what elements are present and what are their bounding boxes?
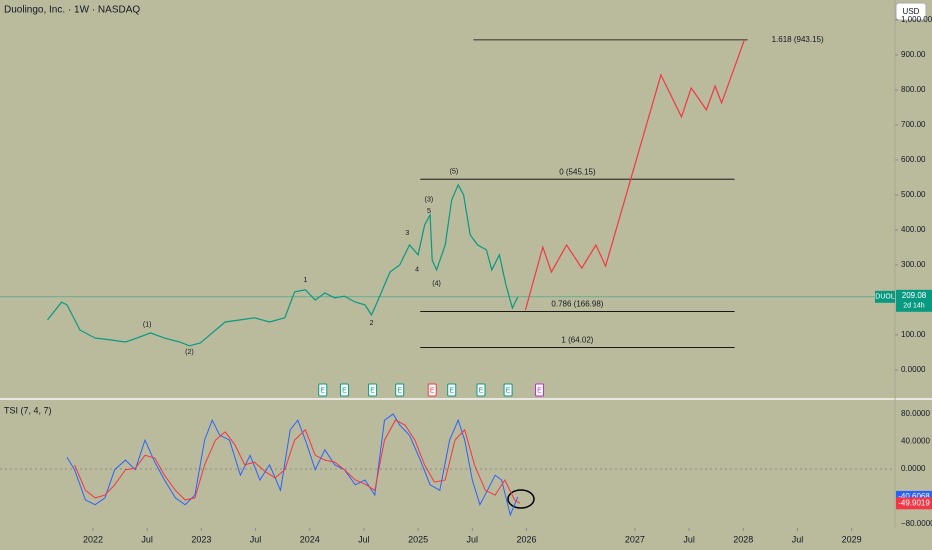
x-tick-label: Jul [141, 534, 153, 544]
symbol-title: Duolingo, Inc. · 1W · NASDAQ [4, 5, 140, 16]
fib-label: 1 (64.02) [561, 336, 593, 345]
x-tick-label: 2024 [300, 534, 320, 544]
countdown: 2d 14h [903, 303, 925, 310]
y-tick-label: 40.0000 [901, 437, 930, 446]
earnings-marker [535, 383, 545, 397]
x-tick-label: Jul [358, 534, 370, 544]
earnings-label: E [479, 387, 484, 394]
currency[interactable]: USD [903, 7, 920, 16]
x-tick-label: 2022 [83, 534, 103, 544]
y-tick-label: 400.00 [901, 225, 926, 234]
y-tick-label: 700.00 [901, 120, 926, 129]
series-line [524, 39, 745, 311]
indicator-title: TSI (7, 4, 7) [4, 405, 52, 415]
earnings-marker [368, 383, 378, 397]
fib-label: 0.786 (166.98) [551, 300, 603, 309]
earnings-marker [503, 383, 513, 397]
earnings-marker [427, 383, 437, 397]
earnings-marker [476, 383, 486, 397]
wave-label: 5 [427, 208, 431, 215]
circle-annotation [507, 489, 535, 509]
y-tick-label: 300.00 [901, 260, 926, 269]
x-tick-label: 2029 [842, 534, 862, 544]
wave-label: (3) [425, 197, 434, 204]
earnings-label: E [506, 387, 511, 394]
ticker: DUOL [875, 294, 895, 301]
wave-label: 2 [370, 320, 374, 327]
y-tick-label: 100.00 [901, 330, 926, 339]
earnings-marker [339, 383, 349, 397]
wave-label: 4 [415, 267, 419, 274]
y-tick-label: 500.00 [901, 190, 926, 199]
value-tag [896, 497, 932, 510]
ticker-tag [875, 290, 895, 303]
earnings-label: E [430, 387, 435, 394]
earnings-label: E [370, 387, 375, 394]
x-tick-label: 2027 [625, 534, 645, 544]
wave-label: (1) [143, 322, 152, 329]
earnings-marker [318, 383, 328, 397]
price-label: 209.08 [902, 291, 927, 300]
wave-label: (4) [432, 281, 441, 288]
y-tick-label: 900.00 [901, 50, 926, 59]
earnings-label: E [449, 387, 454, 394]
value-label: -40.6068 [898, 492, 930, 501]
y-tick-label: 1,000.00 [901, 15, 932, 24]
x-tick-label: Jul [683, 534, 695, 544]
currency-button[interactable] [895, 2, 927, 21]
earnings-label: E [537, 387, 542, 394]
y-tick-label: 800.00 [901, 85, 926, 94]
x-tick-label: 2025 [408, 534, 428, 544]
series-line [47, 183, 519, 347]
x-tick-label: Jul [467, 534, 479, 544]
wave-label: 3 [405, 230, 409, 237]
y-tick-label: 600.00 [901, 155, 926, 164]
earnings-marker [447, 383, 457, 397]
fib-label: 1.618 (943.15) [772, 35, 824, 44]
x-tick-label: Jul [792, 534, 804, 544]
fib-label: 0 (545.15) [559, 167, 596, 176]
earnings-marker [395, 383, 405, 397]
y-tick-label: 0.0000 [901, 464, 926, 473]
x-tick-label: 2028 [733, 534, 753, 544]
earnings-label: E [320, 387, 325, 394]
y-tick-label: 0.0000 [901, 365, 926, 374]
value-label: -49.9019 [898, 498, 930, 507]
series-line [66, 413, 519, 517]
x-tick-label: 2023 [191, 534, 211, 544]
wave-label: (2) [185, 349, 194, 356]
price-tag [896, 289, 932, 312]
y-tick-label: 80.0000 [901, 409, 930, 418]
wave-label: 1 [303, 277, 307, 284]
wave-label: (5) [450, 169, 459, 176]
x-tick-label: 2026 [516, 534, 536, 544]
earnings-label: E [342, 387, 347, 394]
series-line [74, 419, 521, 504]
x-tick-label: Jul [250, 534, 262, 544]
y-tick-label: −80.0000 [901, 519, 932, 528]
earnings-label: E [397, 387, 402, 394]
